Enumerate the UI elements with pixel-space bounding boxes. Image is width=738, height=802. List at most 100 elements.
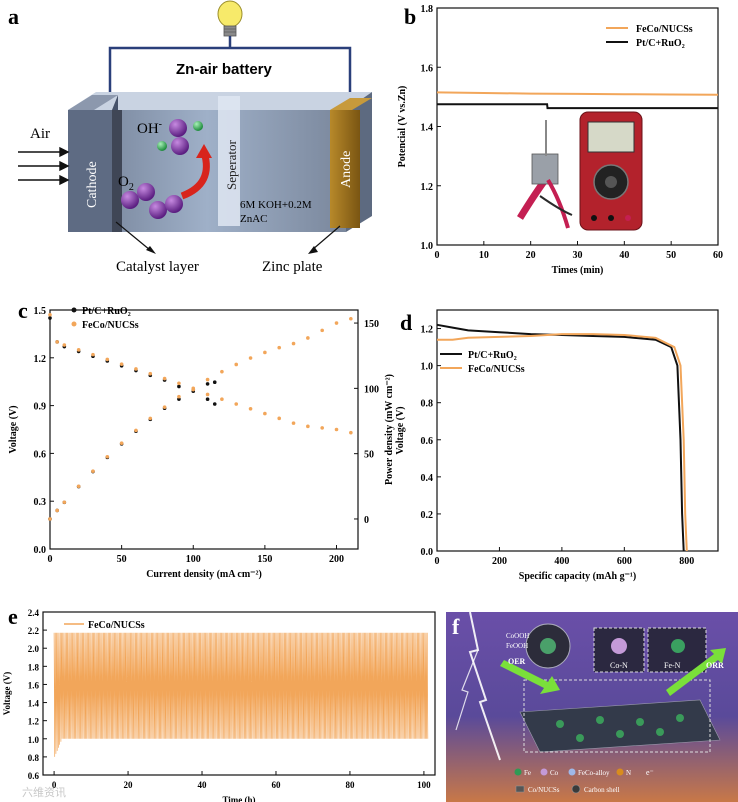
power-point xyxy=(191,386,196,391)
x-axis-label: Current density (mA cm⁻²) xyxy=(146,569,262,580)
x-tick-label: 0 xyxy=(52,780,57,790)
panel-f: f CoOOH FeOOH OER Co-N Fe-N ORR Fe Co Fe… xyxy=(446,611,738,802)
air-arrows xyxy=(18,146,70,186)
legend-fe: Fe xyxy=(524,769,531,777)
panel-d-letter: d xyxy=(400,310,412,335)
legend-entry: FeCo/NUCSs xyxy=(82,320,139,331)
voltage-point xyxy=(220,397,224,402)
y-tick-label: 1.2 xyxy=(28,717,40,727)
voltage-point xyxy=(162,376,167,381)
x-tick-label: 30 xyxy=(573,250,583,261)
power-point xyxy=(263,350,267,355)
x-tick-label: 40 xyxy=(619,250,629,261)
y-tick-label: 2.2 xyxy=(28,626,40,636)
voltage-point xyxy=(248,406,253,411)
legend-entry: Pt/C+RuO₂ xyxy=(82,306,131,317)
y-tick-label: 2.0 xyxy=(28,644,40,654)
power-point xyxy=(334,321,339,325)
power-point xyxy=(248,356,253,360)
voltage-point xyxy=(48,316,52,320)
panel-a-letter: a xyxy=(8,4,19,29)
x-axis-label: Time (h) xyxy=(222,795,255,802)
x-tick-label: 50 xyxy=(666,250,676,261)
power-point xyxy=(62,500,67,505)
voltage-point xyxy=(306,424,310,429)
voltage-point xyxy=(177,381,181,386)
x-tick-label: 0 xyxy=(48,554,53,565)
voltage-point xyxy=(212,402,217,406)
panel-e-letter: e xyxy=(8,604,18,629)
x-tick-label: 200 xyxy=(329,554,344,565)
power-point xyxy=(76,484,81,489)
y-tick-label: 1.0 xyxy=(421,362,434,373)
power-point xyxy=(177,394,181,399)
power-point xyxy=(212,380,217,385)
y-right-tick-label: 150 xyxy=(364,319,379,330)
catalyst-layer xyxy=(112,110,122,232)
electrolyte-label-2: ZnAC xyxy=(240,213,268,225)
voltage-point xyxy=(62,343,67,347)
voltage-point xyxy=(55,340,59,344)
voltage-point xyxy=(134,367,138,371)
x-tick-label: 600 xyxy=(617,556,632,567)
separator-slab xyxy=(218,96,240,226)
power-point xyxy=(162,405,167,409)
y-right-tick-label: 50 xyxy=(364,450,374,461)
f-label-co-n: Co-N xyxy=(610,661,628,670)
power-point xyxy=(55,508,59,513)
x-tick-label: 100 xyxy=(186,554,201,565)
x-tick-label: 400 xyxy=(554,556,569,567)
power-point xyxy=(105,454,110,459)
y-tick-label: 1.4 xyxy=(421,123,434,134)
catalyst-layer-label: Catalyst layer xyxy=(116,259,199,275)
panel-a: a Zn-air battery Cathode Seperator xyxy=(8,0,372,275)
power-point xyxy=(306,336,310,340)
x-tick-label: 0 xyxy=(435,250,440,261)
y-tick-label: 0.9 xyxy=(34,402,47,413)
zoom-box xyxy=(523,679,711,753)
legend-entry: FeCo/NUCSs xyxy=(636,24,693,35)
y-tick-label: 1.2 xyxy=(421,325,434,336)
x-tick-label: 40 xyxy=(198,780,208,790)
legend-carbon-shell: Carbon shell xyxy=(584,786,620,794)
y-tick-label: 1.8 xyxy=(28,662,40,672)
voltage-point xyxy=(105,357,110,362)
panel-f-legend: Fe Co FeCo-alloy N e⁻ Co/NUCSs Carbon sh… xyxy=(514,768,654,794)
chart-b: 0 10 20 30 40 50 60 1.0 1.2 1.4 1.6 1.8 Times (min) P… xyxy=(397,4,723,276)
y-tick-label: 0.6 xyxy=(34,449,47,460)
legend-marker xyxy=(71,321,77,327)
power-point xyxy=(205,382,210,386)
voltage-point xyxy=(48,312,52,317)
legend-co-nucss: Co/NUCSs xyxy=(528,786,560,794)
chart-e: 0 20 40 60 80 100 0.6 0.8 1.0 1.2 1.4 1.6 1.8 2.0 2.2 2… xyxy=(2,604,436,802)
y-tick-label: 1.6 xyxy=(421,63,434,74)
panel-f-letter: f xyxy=(452,614,460,639)
y-tick-label: 0.8 xyxy=(28,753,40,763)
anode-slab xyxy=(330,98,372,228)
y-axis-label: Voltage (V) xyxy=(2,672,12,715)
anode-label: Anode xyxy=(339,151,354,188)
x-tick-label: 0 xyxy=(435,556,440,567)
x-axis-label: Specific capacity (mAh g⁻¹) xyxy=(519,571,636,582)
electrolyte-label-1: 6M KOH+0.2M xyxy=(240,199,312,211)
y-right-axis-label: Power density (mW cm⁻²) xyxy=(384,374,395,485)
voltage-point xyxy=(76,348,81,352)
zinc-plate-label: Zinc plate xyxy=(262,259,323,275)
y-tick-label: 0.4 xyxy=(421,473,434,484)
power-point xyxy=(134,428,138,433)
o2-molecule-icon xyxy=(121,183,183,219)
oer-arrow-icon xyxy=(500,660,560,694)
y-tick-label: 0.8 xyxy=(421,399,434,410)
y-axis-label: Voltage (V) xyxy=(395,406,406,454)
panel-b-letter: b xyxy=(404,4,416,29)
y-tick-label: 1.2 xyxy=(34,354,47,365)
f-label-feooh: FeOOH xyxy=(506,642,528,650)
y-tick-label: 1.5 xyxy=(34,306,47,317)
y-tick-label: 0.6 xyxy=(28,771,40,781)
y-axis-label: Potencial (V vs.Zn) xyxy=(397,86,408,168)
y-tick-label: 1.2 xyxy=(421,182,434,193)
cathode-slab xyxy=(68,95,118,232)
y-axis-label: Voltage (V) xyxy=(8,405,19,453)
power-point xyxy=(205,377,210,382)
separator-label: Seperator xyxy=(224,140,239,190)
